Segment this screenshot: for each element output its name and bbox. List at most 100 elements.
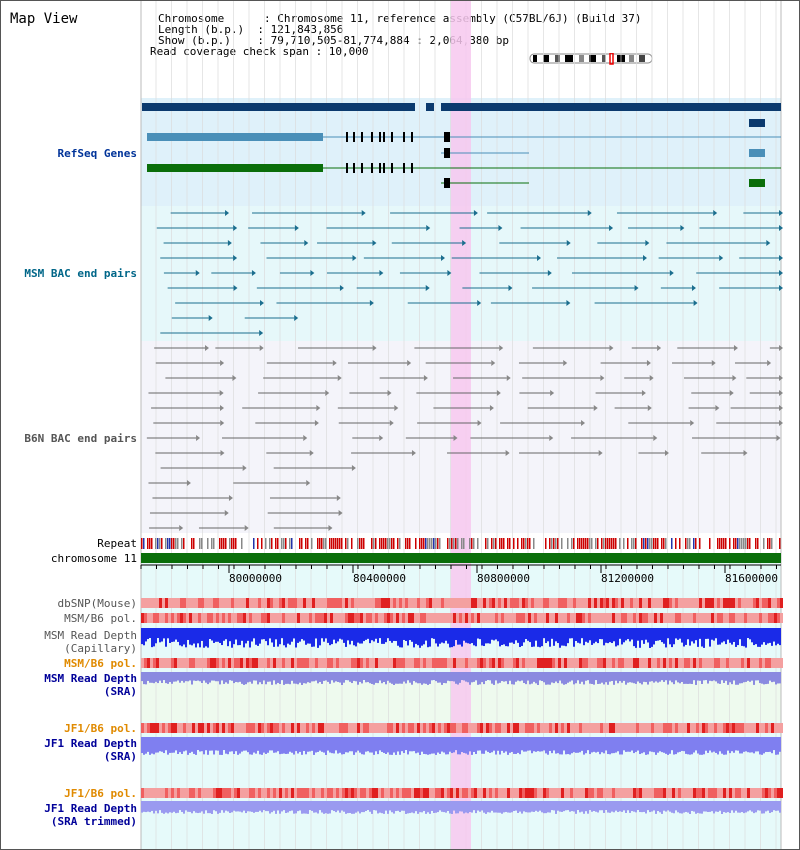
- msm-capillary-depth: [547, 628, 549, 642]
- jf1-b6-pol-strip: [144, 723, 147, 733]
- jf1-sra-depth: [535, 737, 537, 752]
- track-label-msm-depth-sra: MSM Read Depth: [44, 672, 137, 685]
- repeat-mark: [169, 538, 171, 549]
- msm-b6-pol-strip: [483, 613, 486, 623]
- msm-capillary-depth: [157, 628, 159, 639]
- repeat-mark: [721, 538, 723, 549]
- dbsnp-strip: [300, 598, 303, 608]
- dbsnp-strip: [441, 598, 444, 608]
- dbsnp-strip: [360, 598, 363, 608]
- repeat-mark: [439, 538, 441, 549]
- msm-capillary-depth: [417, 628, 419, 646]
- jf1-b6-pol-2-strip: [357, 788, 360, 798]
- jf1-b6-pol-strip: [159, 723, 162, 733]
- dbsnp-strip: [153, 598, 156, 608]
- dbsnp-strip: [330, 598, 333, 608]
- jf1-b6-pol-2-strip: [168, 788, 171, 798]
- jf1-sra-depth: [435, 737, 437, 755]
- dbsnp-strip: [648, 598, 651, 608]
- msm-sra-depth: [401, 672, 403, 684]
- jf1-trimmed-depth: [167, 801, 169, 814]
- msm-sra-depth: [751, 672, 753, 681]
- repeat-mark: [745, 538, 747, 549]
- jf1-trimmed-depth: [327, 801, 329, 814]
- dbsnp-strip: [480, 598, 483, 608]
- msm-b6-pol-strip: [603, 613, 606, 623]
- repeat-mark: [513, 538, 515, 549]
- msm-b6-pol-sra-strip: [201, 658, 204, 668]
- track-label-jf1-depth-sra-sub: (SRA): [103, 750, 137, 763]
- repeat-mark: [161, 538, 163, 549]
- msm-capillary-depth: [671, 628, 673, 648]
- msm-sra-depth: [699, 672, 701, 681]
- repeat-mark: [241, 538, 243, 549]
- jf1-sra-depth: [541, 737, 543, 752]
- msm-b6-pol-sra-strip: [483, 658, 486, 668]
- jf1-b6-pol-strip: [141, 723, 144, 733]
- msm-sra-depth: [655, 672, 657, 682]
- jf1-sra-depth: [601, 737, 603, 753]
- msm-sra-depth: [391, 672, 393, 684]
- dbsnp-strip: [549, 598, 552, 608]
- msm-sra-depth: [203, 672, 205, 681]
- dbsnp-strip: [450, 598, 453, 608]
- msm-sra-depth: [691, 672, 693, 685]
- msm-b6-pol-sra-strip: [423, 658, 426, 668]
- repeat-mark: [325, 538, 327, 549]
- msm-capillary-depth: [279, 628, 281, 645]
- jf1-b6-pol-strip: [690, 723, 693, 733]
- repeat-mark: [317, 538, 319, 549]
- jf1-sra-depth: [477, 737, 479, 751]
- msm-b6-pol-sra-strip: [435, 658, 438, 668]
- repeat-mark: [337, 538, 339, 549]
- jf1-sra-depth: [627, 737, 629, 752]
- msm-b6-pol-sra-strip: [573, 658, 576, 668]
- msm-sra-depth: [705, 672, 707, 681]
- msm-capillary-depth: [639, 628, 641, 648]
- jf1-trimmed-depth: [245, 801, 247, 814]
- repeat-mark: [509, 538, 511, 549]
- dbsnp-strip: [288, 598, 291, 608]
- msm-b6-pol-strip: [588, 613, 591, 623]
- msm-capillary-depth: [315, 628, 317, 639]
- jf1-trimmed-depth: [773, 801, 775, 811]
- msm-sra-depth: [721, 672, 723, 681]
- repeat-mark: [265, 538, 267, 549]
- msm-b6-pol-strip: [765, 613, 768, 623]
- msm-capillary-depth: [387, 628, 389, 639]
- msm-b6-pol-sra-strip: [567, 658, 570, 668]
- dbsnp-strip: [369, 598, 372, 608]
- msm-sra-depth: [563, 672, 565, 685]
- repeat-mark: [357, 538, 359, 549]
- dbsnp-strip: [240, 598, 243, 608]
- jf1-trimmed-depth: [713, 801, 715, 814]
- msm-capillary-depth: [509, 628, 511, 643]
- jf1-sra-depth: [455, 737, 457, 751]
- repeat-mark: [277, 538, 279, 549]
- b6n-bac-end: [653, 435, 658, 441]
- msm-capillary-depth: [403, 628, 405, 640]
- dbsnp-strip: [762, 598, 765, 608]
- b6n-bac-end: [506, 375, 511, 381]
- msm-capillary-depth: [181, 628, 183, 647]
- jf1-trimmed-depth: [553, 801, 555, 811]
- msm-b6-pol-strip: [690, 613, 693, 623]
- jf1-trimmed-depth: [749, 801, 751, 811]
- msm-capillary-depth: [189, 628, 191, 645]
- msm-sra-depth: [663, 672, 665, 682]
- msm-b6-pol-strip: [681, 613, 684, 623]
- msm-b6-pol-strip: [195, 613, 198, 623]
- repeat-mark: [553, 538, 555, 549]
- jf1-b6-pol-2-strip: [435, 788, 438, 798]
- jf1-b6-pol-strip: [573, 723, 576, 733]
- msm-b6-pol-strip: [360, 613, 363, 623]
- jf1-b6-pol-2-strip: [387, 788, 390, 798]
- jf1-trimmed-depth: [777, 801, 779, 811]
- jf1-trimmed-depth: [581, 801, 583, 812]
- msm-sra-depth: [433, 672, 435, 681]
- msm-b6-pol-strip: [750, 613, 753, 623]
- jf1-trimmed-depth: [465, 801, 467, 813]
- jf1-sra-depth: [463, 737, 465, 753]
- jf1-b6-pol-2-strip: [612, 788, 615, 798]
